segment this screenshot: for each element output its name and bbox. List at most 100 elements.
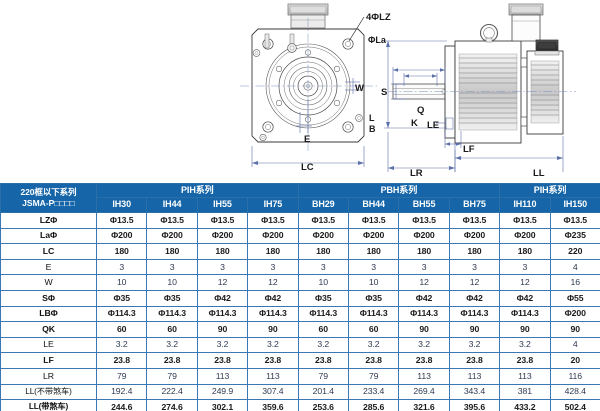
label-lr: LR	[410, 168, 423, 179]
cell-ih30: Φ200	[95, 227, 148, 245]
cell-ih110: Φ13.5	[499, 212, 551, 229]
cell-ih55: 302.1	[196, 399, 249, 411]
cell-ih110: Φ42	[499, 289, 551, 307]
cell-ih44: 180	[146, 243, 198, 260]
cell-ih30: 3.2	[95, 336, 148, 354]
model-header-row: IH30 IH44 IH55 IH75 BH29 BH44 BH55 BH75 …	[1, 197, 600, 213]
cell-ih150: 220	[549, 243, 600, 260]
table-row: LR 79 79 113 113 79 79 113 113 113 116	[0, 367, 600, 385]
corner-line-2: JSMA-P□□□□	[22, 198, 75, 208]
cell-ih44: Φ35	[146, 289, 198, 307]
cell-bh75: 12	[448, 274, 501, 291]
label-lb-line1: L	[369, 113, 375, 123]
table-corner-header: 220框以下系列 JSMA-P□□□□	[0, 183, 97, 213]
cell-ih110: 3	[499, 258, 551, 276]
row-label: W	[0, 274, 97, 291]
model-header-ih150: IH150	[549, 197, 600, 213]
side-view	[384, 3, 576, 172]
cell-bh75: 3	[448, 258, 501, 276]
cell-bh75: 3.2	[448, 336, 501, 354]
specification-table: 220框以下系列 JSMA-P□□□□ PIH系列 PBH系列 PIH系列 IH…	[0, 183, 600, 411]
cell-ih30: 180	[95, 243, 148, 260]
cell-bh29: 10	[297, 274, 349, 291]
cell-ih75: 307.4	[247, 383, 299, 401]
table-row: LL(带煞车) 244.6 274.6 302.1 359.6 253.6 285.6 321…	[0, 399, 600, 411]
cell-ih75: 23.8	[247, 352, 299, 369]
cell-bh44: 3.2	[347, 336, 400, 354]
cell-ih75: Φ13.5	[247, 212, 299, 229]
table-row: QK 60 60 90 90 60 60 90 90 90 90	[0, 321, 600, 338]
table-row: SΦ Φ35 Φ35 Φ42 Φ42 Φ35 Φ35 Φ42 Φ42 Φ42 Φ55	[0, 289, 600, 307]
cell-ih44: 79	[146, 367, 198, 385]
row-label: LL(不带煞车)	[0, 383, 97, 401]
cell-ih44: 23.8	[146, 352, 198, 369]
cell-ih44: Φ114.3	[146, 305, 198, 323]
cell-bh55: 321.6	[398, 399, 450, 411]
cell-bh55: 3.2	[398, 336, 450, 354]
cell-bh29: 23.8	[297, 352, 349, 369]
cell-ih44: 3	[146, 258, 198, 276]
group-header-pih-1: PIH系列	[96, 183, 299, 198]
label-phi-la: ΦLa	[368, 35, 387, 45]
cell-ih30: Φ35	[95, 289, 148, 307]
cell-ih150: 16	[549, 274, 600, 291]
row-label: LC	[0, 243, 97, 260]
table-row: LC 180 180 180 180 180 180 180 180 180 220	[0, 243, 600, 260]
group-header-pih-2: PIH系列	[499, 183, 600, 198]
cell-ih55: Φ13.5	[196, 212, 249, 229]
end-plate	[444, 45, 456, 139]
table-row: LE 3.2 3.2 3.2 3.2 3.2 3.2 3.2 3.2 3.2 4	[0, 336, 600, 354]
cell-ih110: 381	[499, 383, 551, 401]
cell-ih75: 359.6	[247, 399, 299, 411]
cell-ih55: 113	[196, 367, 249, 385]
cell-bh29: Φ200	[297, 227, 349, 245]
cell-bh55: 113	[398, 367, 450, 385]
cell-bh44: 23.8	[347, 352, 400, 369]
table-body: LZΦ Φ13.5 Φ13.5 Φ13.5 Φ13.5 Φ13.5 Φ13.5 Φ13.5 Φ1…	[0, 212, 600, 411]
cell-bh29: 3	[297, 258, 349, 276]
cell-ih110: 433.2	[499, 399, 551, 411]
model-header-bh29: BH29	[297, 197, 349, 213]
cell-ih55: 12	[196, 274, 249, 291]
cell-bh75: 113	[448, 367, 501, 385]
label-s: S	[381, 87, 387, 98]
cell-ih110: Φ200	[499, 227, 551, 245]
cell-ih150: Φ13.5	[549, 212, 600, 229]
cell-ih30: 10	[95, 274, 148, 291]
cell-ih44: 274.6	[146, 399, 198, 411]
row-label: SΦ	[0, 289, 97, 307]
row-label: LL(带煞车)	[0, 399, 97, 411]
label-k: K	[411, 118, 418, 129]
dim-q	[403, 73, 438, 86]
row-label: E	[0, 258, 97, 276]
cell-ih44: 222.4	[146, 383, 198, 401]
cell-ih150: 90	[549, 321, 600, 338]
cell-bh55: 180	[398, 243, 450, 260]
row-label: LE	[0, 336, 97, 354]
cell-bh55: Φ200	[398, 227, 450, 245]
cell-ih110: Φ114.3	[499, 305, 551, 323]
cell-bh44: 10	[347, 274, 400, 291]
label-w: W	[355, 83, 364, 94]
cell-bh55: Φ13.5	[398, 212, 450, 229]
cell-ih30: Φ114.3	[95, 305, 148, 323]
cell-bh75: 343.4	[448, 383, 501, 401]
dim-le	[436, 117, 454, 130]
cell-ih44: Φ200	[146, 227, 198, 245]
brake-module	[520, 39, 564, 135]
corner-line-1: 220框以下系列	[20, 186, 77, 197]
cell-bh44: 79	[347, 367, 400, 385]
cell-bh29: 3.2	[297, 336, 349, 354]
cell-ih55: 249.9	[196, 383, 249, 401]
cell-bh44: Φ13.5	[347, 212, 400, 229]
cell-bh55: Φ42	[398, 289, 450, 307]
cell-bh29: 60	[297, 321, 349, 338]
cell-ih30: 79	[95, 367, 148, 385]
cell-bh75: Φ114.3	[448, 305, 501, 323]
row-label: LaΦ	[0, 227, 97, 245]
dim-la	[384, 40, 447, 129]
cell-bh44: Φ114.3	[347, 305, 400, 323]
row-label: LR	[0, 367, 97, 385]
